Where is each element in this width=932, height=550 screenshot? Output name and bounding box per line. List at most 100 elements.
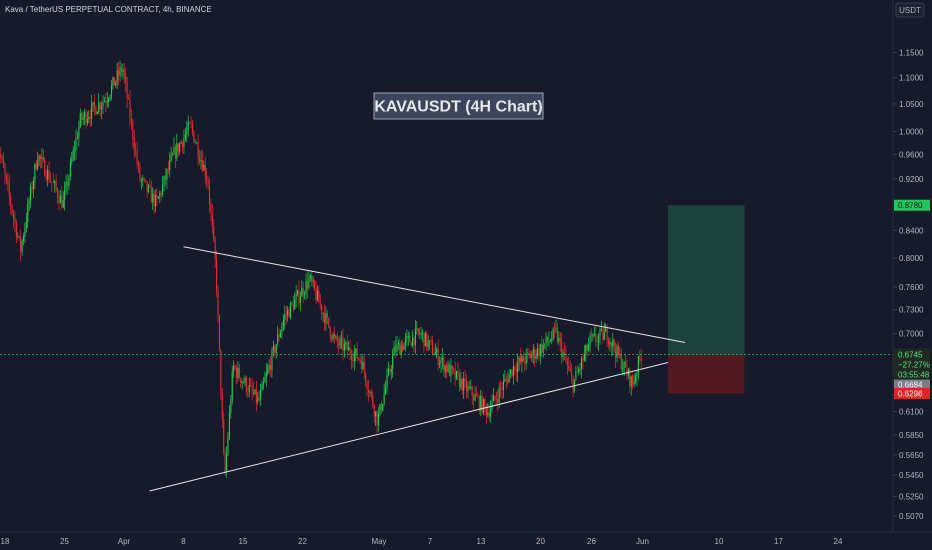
candle (443, 354, 445, 377)
candle-body (203, 164, 205, 171)
candle-body (460, 378, 462, 388)
candle-body (306, 280, 309, 289)
candle-body (501, 388, 503, 390)
candle-body (240, 377, 242, 383)
candle-body (511, 369, 513, 377)
candle (394, 336, 397, 359)
candle (260, 383, 262, 406)
candle (609, 337, 611, 352)
candle (51, 181, 53, 192)
candle (504, 370, 506, 383)
candle-body (132, 121, 134, 140)
candle-body (255, 389, 257, 403)
candle-body (424, 332, 426, 347)
candle (81, 111, 83, 127)
candle (417, 327, 419, 337)
candle (376, 410, 378, 433)
loss-zone[interactable] (668, 354, 745, 394)
candle (338, 336, 340, 355)
candle (252, 381, 255, 397)
candle (220, 349, 222, 401)
candle (529, 350, 531, 359)
candle (377, 407, 380, 432)
price-tick-label: 1.1000 (899, 74, 924, 83)
candle (265, 363, 267, 387)
candle (309, 273, 311, 283)
candle-body (332, 334, 334, 340)
candle (136, 142, 138, 170)
candle (460, 372, 462, 390)
candle-body (196, 142, 198, 144)
candle (183, 129, 185, 155)
stop-price-badge-text: 0.6296 (898, 390, 923, 399)
candle (414, 320, 416, 354)
currency-label-box[interactable] (895, 2, 925, 18)
candle-body (475, 394, 478, 397)
candle (31, 180, 33, 194)
candle (257, 392, 259, 405)
time-axis[interactable]: 18 25 Apr 8 15 22 May 7 13 20 26 Jun 10 17 24 (0, 531, 932, 546)
candle (332, 331, 334, 342)
candle (153, 189, 155, 214)
candle-body (417, 328, 419, 333)
entry-price-badge: 0.6684 (894, 379, 930, 390)
price-tick-label: 1.0000 (899, 128, 924, 137)
candle (177, 143, 179, 157)
profit-zone[interactable] (668, 205, 745, 355)
descending-trendline[interactable] (183, 246, 686, 343)
candle (57, 187, 59, 204)
candle (426, 332, 428, 352)
candle (65, 174, 67, 195)
candle (147, 183, 149, 194)
candle-body (552, 328, 554, 339)
candle-body (500, 387, 502, 389)
candle-body (590, 335, 593, 337)
candle (485, 403, 487, 424)
ascending-trendline[interactable] (149, 362, 669, 492)
candle-body (609, 342, 611, 345)
candle-body (86, 118, 88, 123)
candles (0, 60, 642, 478)
candle-body (588, 344, 590, 351)
candle (365, 371, 367, 388)
candle (380, 400, 382, 414)
candle (285, 306, 287, 326)
candle-body (214, 239, 216, 259)
candle-body (137, 163, 140, 166)
candle-body (298, 290, 300, 303)
candle-body (575, 371, 577, 380)
candle (589, 331, 591, 353)
candle-body (633, 382, 635, 385)
candle (561, 332, 563, 364)
symbol-header[interactable]: Kava / TetherUS PERPETUAL CONTRACT, 4h, … (5, 5, 212, 14)
candle (402, 340, 404, 353)
candle-body (76, 138, 78, 139)
candle-body (166, 169, 168, 180)
candle (436, 346, 438, 359)
candle (539, 343, 541, 365)
candle (558, 331, 560, 346)
candle (98, 93, 100, 114)
candle-body (274, 346, 276, 354)
candle (119, 60, 121, 82)
candle (38, 154, 40, 167)
candle (12, 210, 15, 228)
candle-body (159, 192, 161, 198)
candle (538, 344, 540, 362)
candle-body (208, 187, 211, 204)
candle (375, 410, 377, 426)
candle-body (243, 381, 245, 383)
candle-body (612, 340, 614, 347)
candle (588, 337, 590, 352)
candle-body (18, 236, 20, 238)
candle (234, 364, 236, 371)
candle-body (448, 364, 451, 377)
candle-body (589, 335, 591, 345)
candle-body (339, 339, 341, 346)
candle-body (216, 258, 218, 291)
candle-body (457, 371, 459, 374)
price-tick-label: 0.5650 (899, 451, 924, 460)
candle (359, 355, 361, 364)
candle (85, 109, 87, 129)
